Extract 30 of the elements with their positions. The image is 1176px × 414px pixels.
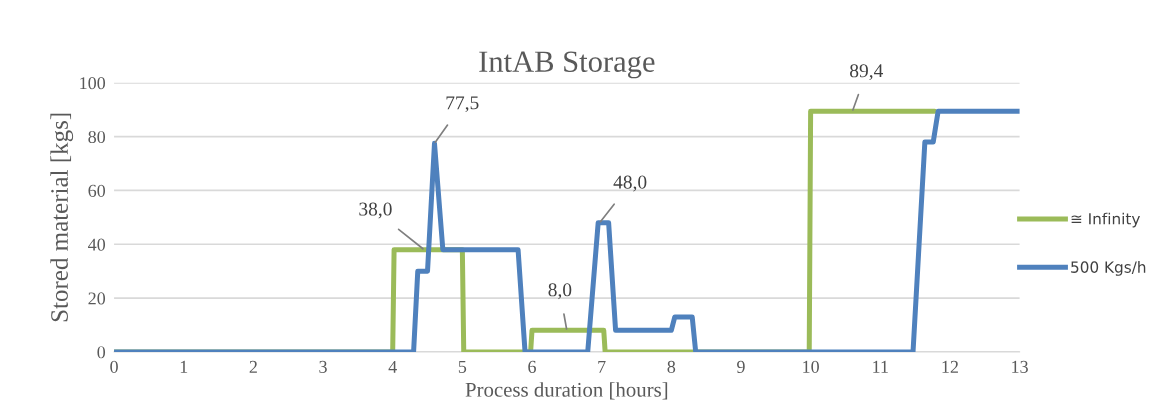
annotation: 77,5 [446, 96, 479, 113]
annotation: 89,4 [850, 64, 884, 81]
y-tick-label: 40 [88, 238, 106, 251]
chart-title: IntAB Storage [479, 51, 655, 79]
legend-label: ≅ Infinity [1071, 212, 1140, 228]
x-tick-label: 7 [598, 360, 606, 373]
x-tick-label: 4 [388, 360, 397, 373]
x-axis-title: Process duration [hours] [465, 382, 668, 400]
y-tick-label: 100 [80, 77, 106, 90]
x-tick-label: 10 [803, 360, 819, 373]
y-tick-label: 60 [88, 184, 106, 197]
y-tick-label: 80 [88, 130, 106, 144]
annotation: 48,0 [613, 175, 647, 192]
x-tick-label: 3 [319, 360, 327, 373]
x-tick-label: 6 [528, 360, 536, 373]
legend-label: 500 Kgs/h [1071, 261, 1146, 276]
x-tick-label: 1 [180, 360, 188, 373]
annotation: 8,0 [548, 283, 572, 300]
x-tick-label: 13 [1012, 360, 1028, 373]
y-tick-label: 20 [88, 292, 106, 305]
x-tick-label: 11 [873, 360, 888, 373]
x-tick-label: 8 [667, 360, 676, 373]
y-axis-title: Stored material [kgs] [50, 113, 74, 322]
annotation: 38,0 [359, 202, 392, 219]
x-tick-label: 12 [942, 360, 958, 373]
x-tick-label: 0 [110, 360, 118, 373]
x-tick-label: 9 [737, 360, 745, 373]
y-tick-label: 0 [97, 346, 106, 359]
x-tick-label: 2 [249, 360, 257, 373]
x-tick-label: 5 [458, 360, 467, 373]
